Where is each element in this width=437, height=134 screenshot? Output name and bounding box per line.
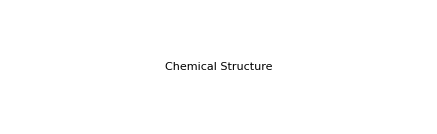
Text: Chemical Structure: Chemical Structure [165, 62, 272, 72]
